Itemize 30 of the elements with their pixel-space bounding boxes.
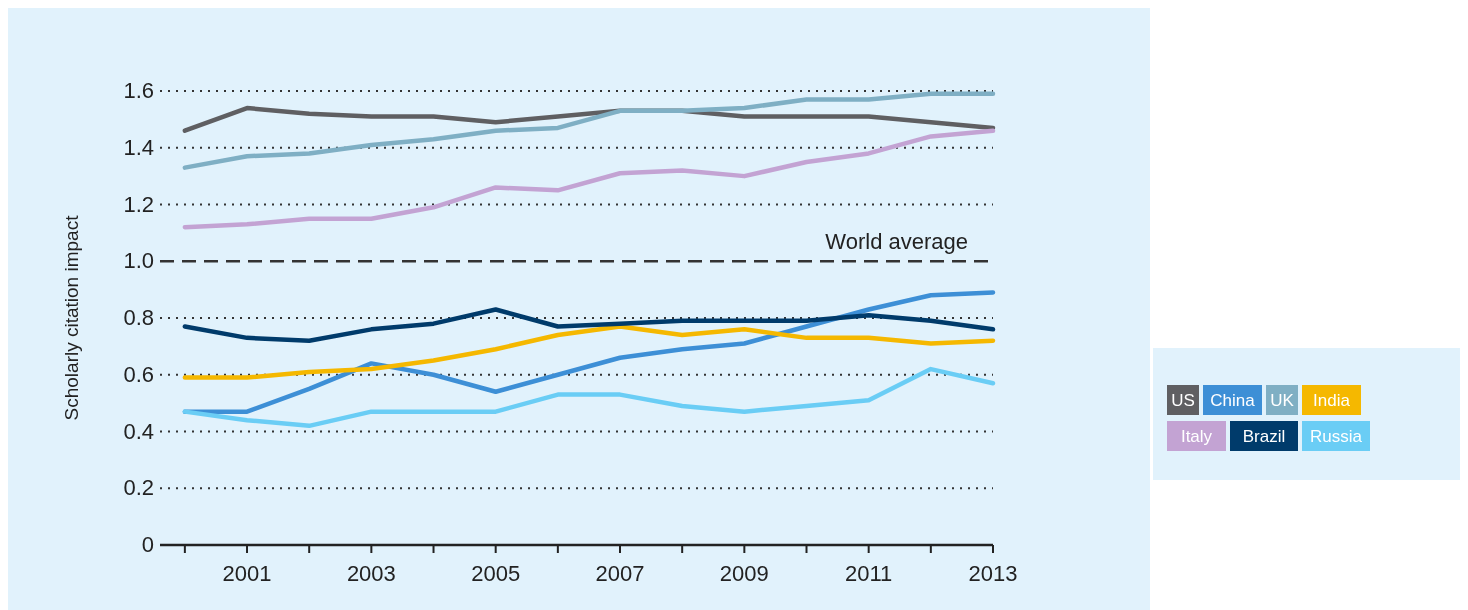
y-tick-label: 0.4 xyxy=(123,418,154,444)
line-series xyxy=(182,91,996,170)
line-series xyxy=(182,307,996,343)
x-tick-label: 2005 xyxy=(471,561,521,586)
text: Italy xyxy=(1180,427,1213,446)
line-series xyxy=(182,324,996,380)
text: UK xyxy=(1270,391,1295,410)
text: Russia xyxy=(1310,427,1363,446)
x-tick-label: 2007 xyxy=(595,561,645,586)
text: China xyxy=(1210,391,1256,410)
text: Brazil xyxy=(1242,427,1286,446)
x-tick-label: 2009 xyxy=(719,561,769,586)
y-tick-label: 0.6 xyxy=(123,361,154,387)
line-series xyxy=(182,366,996,429)
text: US xyxy=(1171,391,1195,410)
x-tick-label: 2001 xyxy=(222,561,272,586)
x-tick-label: 2003 xyxy=(346,561,396,586)
y-tick-label: 0.8 xyxy=(123,305,154,330)
x-tick-label: 2013 xyxy=(968,561,1018,586)
y-tick-label: 1.4 xyxy=(123,134,154,160)
x-tick-label: 2011 xyxy=(845,561,893,586)
y-tick-label: 0 xyxy=(141,532,154,557)
y-tick-label: 0.2 xyxy=(123,475,154,501)
y-axis-title: Scholarly citation impact xyxy=(61,214,82,421)
text: India xyxy=(1313,391,1351,410)
line-series xyxy=(182,128,996,230)
y-tick-label: 1.6 xyxy=(123,78,154,103)
ref-line-label: World average xyxy=(825,229,968,255)
y-tick-label: 1.2 xyxy=(123,191,154,217)
y-tick-label: 1.0 xyxy=(123,248,154,274)
